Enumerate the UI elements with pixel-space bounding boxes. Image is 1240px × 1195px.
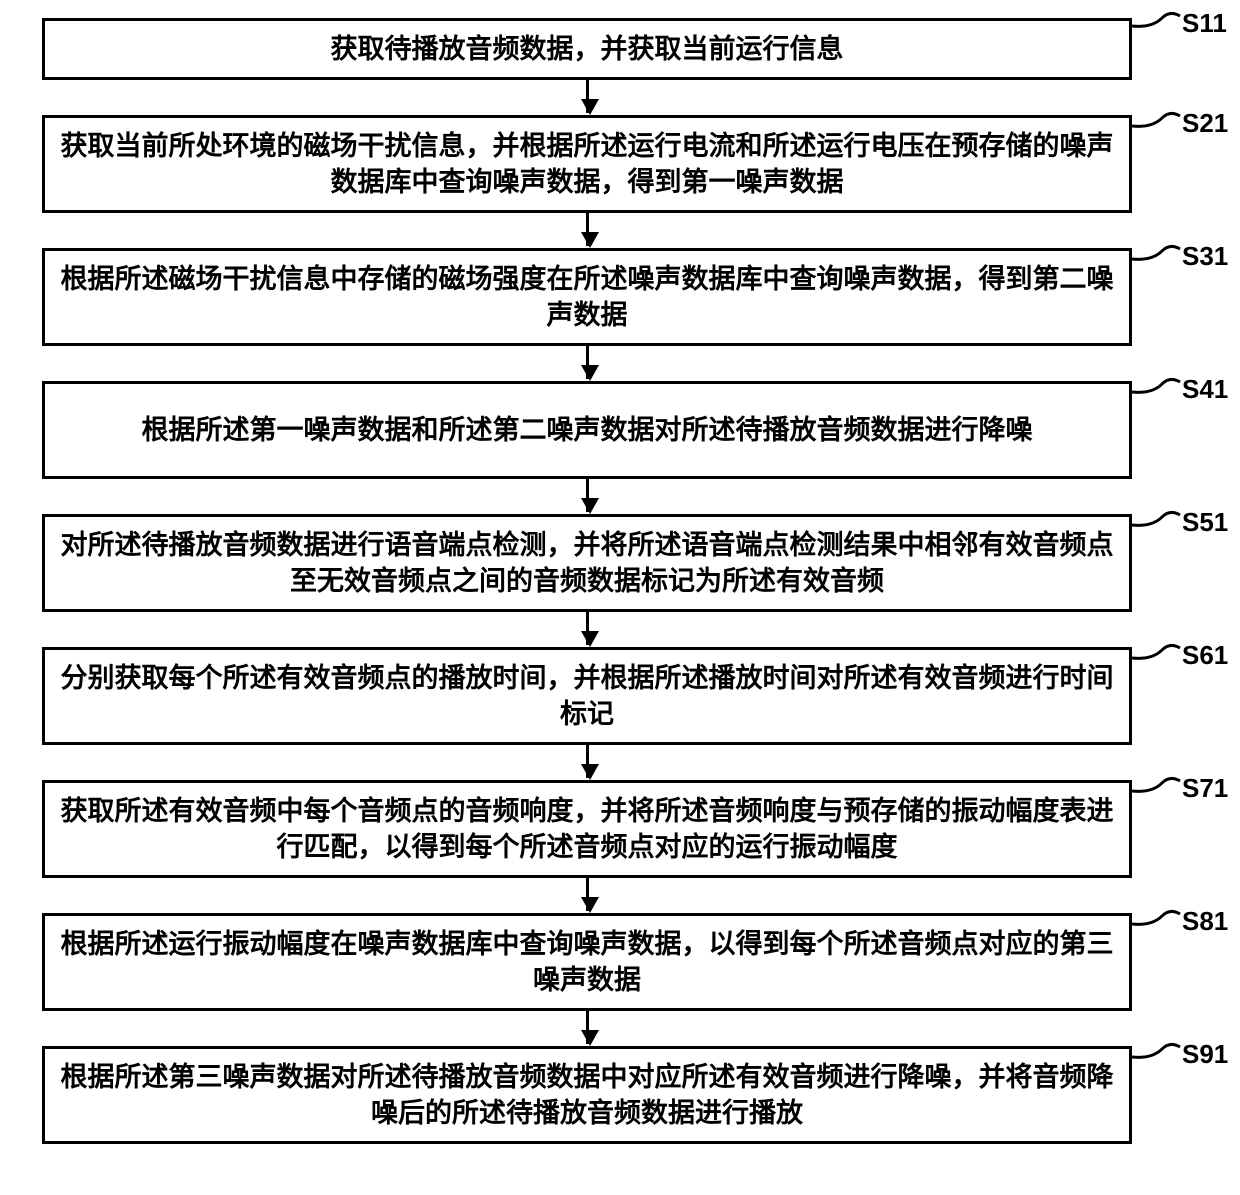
step-label-s81: S81 <box>1182 906 1228 937</box>
arrow-s71-s81 <box>586 878 589 911</box>
step-text: 分别获取每个所述有效音频点的播放时间，并根据所述播放时间对所述有效音频进行时间标… <box>59 660 1115 733</box>
step-box-s11: 获取待播放音频数据，并获取当前运行信息 <box>42 18 1132 80</box>
leader-s91 <box>1132 1037 1184 1065</box>
leader-s71 <box>1132 771 1184 799</box>
flowchart-canvas: 获取待播放音频数据，并获取当前运行信息 S11 获取当前所处环境的磁场干扰信息，… <box>0 0 1240 1195</box>
arrow-s41-s51 <box>586 479 589 512</box>
step-text: 获取当前所处环境的磁场干扰信息，并根据所述运行电流和所述运行电压在预存储的噪声数… <box>59 128 1115 201</box>
leader-s51 <box>1132 505 1184 533</box>
step-label-s21: S21 <box>1182 108 1228 139</box>
step-label-s51: S51 <box>1182 507 1228 538</box>
arrow-s61-s71 <box>586 745 589 778</box>
step-text: 对所述待播放音频数据进行语音端点检测，并将所述语音端点检测结果中相邻有效音频点至… <box>59 527 1115 600</box>
arrow-s51-s61 <box>586 612 589 645</box>
leader-s81 <box>1132 904 1184 932</box>
arrow-s11-s21 <box>586 80 589 113</box>
leader-s21 <box>1132 106 1184 134</box>
step-box-s51: 对所述待播放音频数据进行语音端点检测，并将所述语音端点检测结果中相邻有效音频点至… <box>42 514 1132 612</box>
step-text: 获取所述有效音频中每个音频点的音频响度，并将所述音频响度与预存储的振动幅度表进行… <box>59 793 1115 866</box>
arrow-s31-s41 <box>586 346 589 379</box>
arrow-s81-s91 <box>586 1011 589 1044</box>
step-box-s71: 获取所述有效音频中每个音频点的音频响度，并将所述音频响度与预存储的振动幅度表进行… <box>42 780 1132 878</box>
step-label-s31: S31 <box>1182 241 1228 272</box>
step-label-s91: S91 <box>1182 1039 1228 1070</box>
step-box-s81: 根据所述运行振动幅度在噪声数据库中查询噪声数据，以得到每个所述音频点对应的第三噪… <box>42 913 1132 1011</box>
step-text: 根据所述第三噪声数据对所述待播放音频数据中对应所述有效音频进行降噪，并将音频降噪… <box>59 1059 1115 1132</box>
step-box-s21: 获取当前所处环境的磁场干扰信息，并根据所述运行电流和所述运行电压在预存储的噪声数… <box>42 115 1132 213</box>
step-label-s61: S61 <box>1182 640 1228 671</box>
step-box-s61: 分别获取每个所述有效音频点的播放时间，并根据所述播放时间对所述有效音频进行时间标… <box>42 647 1132 745</box>
step-text: 获取待播放音频数据，并获取当前运行信息 <box>331 31 844 67</box>
step-box-s41: 根据所述第一噪声数据和所述第二噪声数据对所述待播放音频数据进行降噪 <box>42 381 1132 479</box>
leader-s41 <box>1132 372 1184 400</box>
step-text: 根据所述第一噪声数据和所述第二噪声数据对所述待播放音频数据进行降噪 <box>142 412 1033 448</box>
step-box-s91: 根据所述第三噪声数据对所述待播放音频数据中对应所述有效音频进行降噪，并将音频降噪… <box>42 1046 1132 1144</box>
step-label-s41: S41 <box>1182 374 1228 405</box>
leader-s11 <box>1132 6 1184 34</box>
step-text: 根据所述磁场干扰信息中存储的磁场强度在所述噪声数据库中查询噪声数据，得到第二噪声… <box>59 261 1115 334</box>
leader-s61 <box>1132 638 1184 666</box>
step-text: 根据所述运行振动幅度在噪声数据库中查询噪声数据，以得到每个所述音频点对应的第三噪… <box>59 926 1115 999</box>
step-label-s71: S71 <box>1182 773 1228 804</box>
step-label-s11: S11 <box>1182 8 1227 39</box>
leader-s31 <box>1132 239 1184 267</box>
step-box-s31: 根据所述磁场干扰信息中存储的磁场强度在所述噪声数据库中查询噪声数据，得到第二噪声… <box>42 248 1132 346</box>
arrow-s21-s31 <box>586 213 589 246</box>
